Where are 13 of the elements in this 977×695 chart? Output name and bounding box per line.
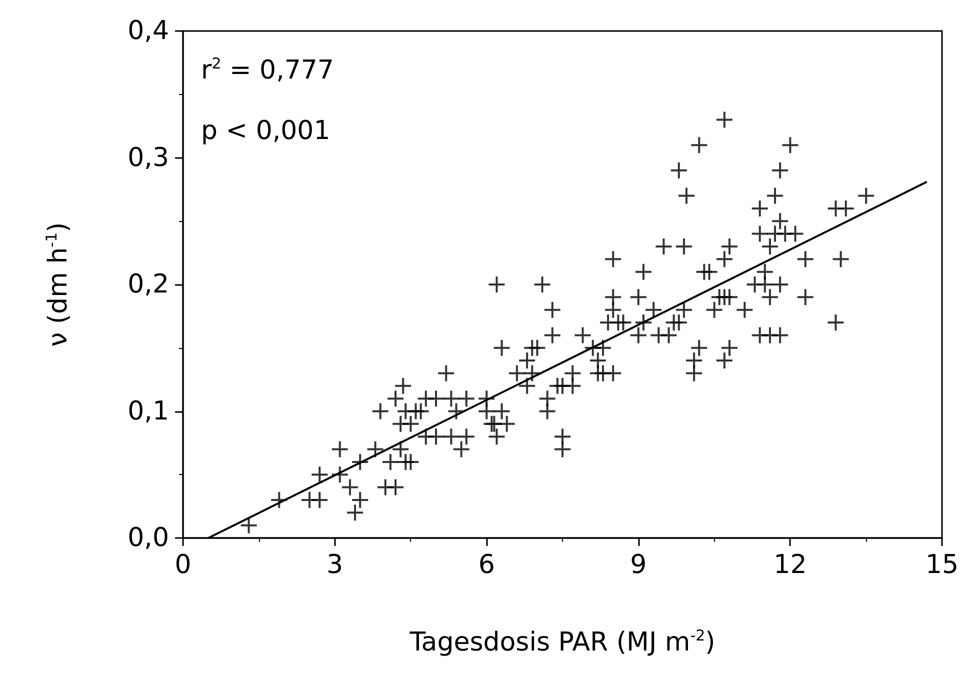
x-tick-label: 9 [630,550,647,580]
x-tick-label: 3 [326,550,344,580]
annotation: p < 0,001 [201,116,330,146]
y-tick-label: 0,2 [128,270,169,300]
x-tick-label: 12 [774,550,807,580]
x-tick-label: 15 [925,550,959,580]
x-tick-label: 0 [174,550,192,580]
y-tick-label: 0,1 [128,396,169,426]
x-tick-label: 6 [478,550,495,580]
y-tick-label: 0,4 [128,16,169,46]
y-axis-title: ν (dm h-1) [42,222,74,347]
y-tick-label: 0,0 [128,523,169,553]
y-tick-label: 0,3 [128,142,169,173]
